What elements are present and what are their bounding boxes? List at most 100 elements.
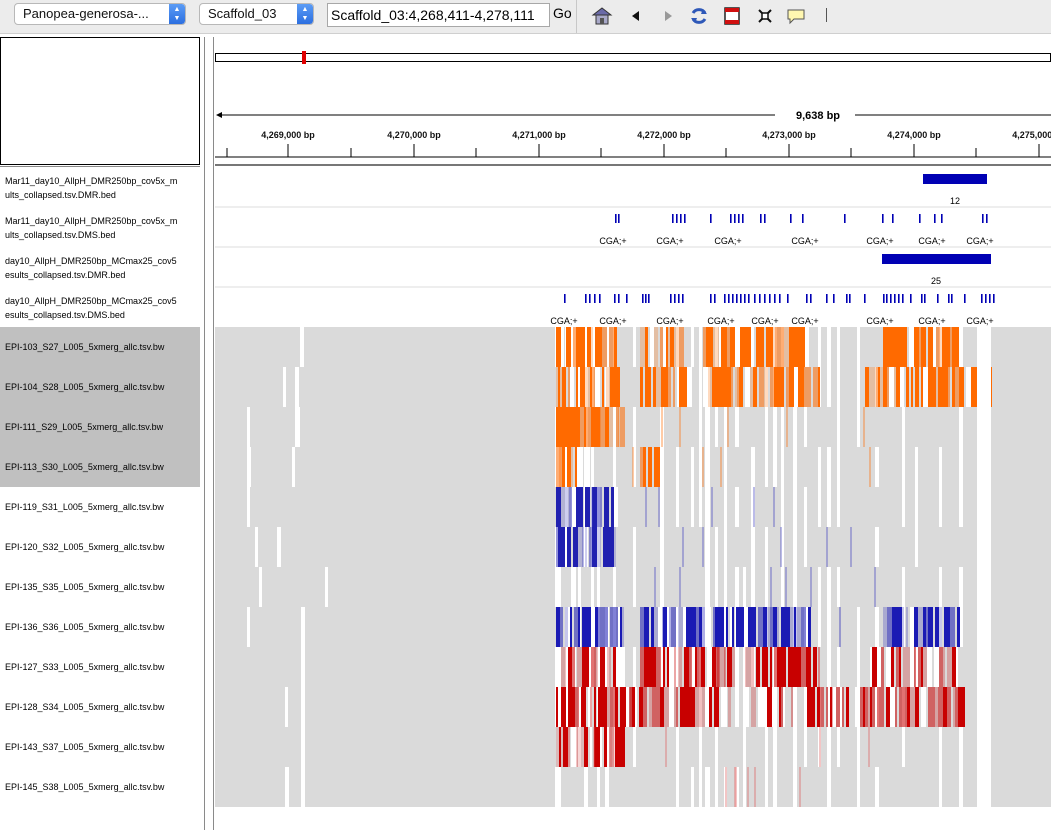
bed-track-name[interactable]: day10_AllpH_DMR250bp_MCmax25_cov5 esults_… bbox=[0, 247, 200, 287]
dms-feature[interactable] bbox=[774, 294, 776, 303]
dms-feature[interactable] bbox=[864, 294, 866, 303]
data-panel[interactable]: 12 CGA;+ CGA;+ CGA;+ CGA;+ CGA;+ CGA;+ CGA;+ 25 C… bbox=[215, 167, 1051, 830]
dms-feature[interactable] bbox=[833, 294, 835, 303]
dms-feature[interactable] bbox=[748, 294, 750, 303]
dms-feature[interactable] bbox=[937, 294, 939, 303]
bigwig-track-name[interactable]: EPI-136_S36_L005_5xmerg_allc.tsv.bw bbox=[5, 622, 165, 632]
dms-feature[interactable] bbox=[846, 294, 848, 303]
dms-feature[interactable] bbox=[764, 294, 766, 303]
dms-feature[interactable] bbox=[564, 294, 566, 303]
bigwig-track-name[interactable]: EPI-143_S37_L005_5xmerg_allc.tsv.bw bbox=[5, 742, 165, 752]
bigwig-track-row[interactable] bbox=[215, 487, 1051, 527]
dms-feature[interactable] bbox=[710, 214, 712, 223]
dms-feature[interactable] bbox=[806, 294, 808, 303]
dms-feature[interactable] bbox=[892, 214, 894, 223]
dms-feature[interactable] bbox=[678, 294, 680, 303]
dms-feature[interactable] bbox=[982, 214, 984, 223]
dms-feature[interactable] bbox=[910, 294, 912, 303]
dms-feature[interactable] bbox=[710, 294, 712, 303]
dms-feature[interactable] bbox=[883, 294, 885, 303]
dms-feature[interactable] bbox=[769, 294, 771, 303]
dms-feature[interactable] bbox=[941, 214, 943, 223]
back-icon[interactable] bbox=[625, 5, 647, 27]
bigwig-track-name[interactable]: EPI-119_S31_L005_5xmerg_allc.tsv.bw bbox=[5, 502, 164, 512]
dms-feature[interactable] bbox=[810, 294, 812, 303]
dms-feature[interactable] bbox=[589, 294, 591, 303]
dms-feature[interactable] bbox=[826, 294, 828, 303]
dms-feature[interactable] bbox=[645, 294, 647, 303]
dms-feature[interactable] bbox=[849, 294, 851, 303]
dms-feature[interactable] bbox=[764, 214, 766, 223]
dms-feature[interactable] bbox=[615, 214, 617, 223]
dms-feature[interactable] bbox=[648, 294, 650, 303]
bigwig-track-name[interactable]: EPI-103_S27_L005_5xmerg_allc.tsv.bw bbox=[0, 327, 200, 367]
dmr-feature[interactable] bbox=[923, 174, 987, 184]
bed-track-name[interactable]: day10_AllpH_DMR250bp_MCmax25_cov5 esults_… bbox=[0, 287, 200, 327]
dms-feature[interactable] bbox=[919, 214, 921, 223]
dms-feature[interactable] bbox=[734, 214, 736, 223]
dms-feature[interactable] bbox=[736, 294, 738, 303]
dms-feature[interactable] bbox=[676, 214, 678, 223]
dms-feature[interactable] bbox=[981, 294, 983, 303]
roi-icon[interactable] bbox=[721, 5, 743, 27]
dms-feature[interactable] bbox=[890, 294, 892, 303]
dms-feature[interactable] bbox=[724, 294, 726, 303]
bigwig-track-name[interactable]: EPI-111_S29_L005_5xmerg_allc.tsv.bw bbox=[0, 407, 200, 447]
locus-search-input[interactable] bbox=[327, 3, 550, 27]
dms-feature[interactable] bbox=[714, 294, 716, 303]
dms-feature[interactable] bbox=[740, 294, 742, 303]
panel-divider[interactable] bbox=[204, 37, 205, 830]
genome-dropdown[interactable]: Panopea-generosa-... ▲ ▼ bbox=[14, 3, 186, 25]
bigwig-track-name[interactable]: EPI-120_S32_L005_5xmerg_allc.tsv.bw bbox=[5, 542, 165, 552]
dms-feature[interactable] bbox=[732, 294, 734, 303]
ruler[interactable]: 4,269,000 bp 4,270,000 bp 4,271,000 bp 4,27… bbox=[215, 100, 1051, 164]
dms-feature[interactable] bbox=[599, 294, 601, 303]
dms-feature[interactable] bbox=[585, 294, 587, 303]
dms-feature[interactable] bbox=[802, 214, 804, 223]
dms-feature[interactable] bbox=[730, 214, 732, 223]
dms-feature[interactable] bbox=[594, 294, 596, 303]
dms-feature[interactable] bbox=[754, 294, 756, 303]
dmr-feature[interactable] bbox=[882, 254, 991, 264]
bigwig-track-row[interactable] bbox=[215, 767, 1051, 807]
chromosome-dropdown[interactable]: Scaffold_03 ▲ ▼ bbox=[199, 3, 314, 25]
dms-feature[interactable] bbox=[986, 214, 988, 223]
dms-feature[interactable] bbox=[759, 294, 761, 303]
bigwig-track-name[interactable]: EPI-128_S34_L005_5xmerg_allc.tsv.bw bbox=[5, 702, 165, 712]
popup-text-icon[interactable] bbox=[785, 5, 807, 27]
dms-feature[interactable] bbox=[790, 214, 792, 223]
dms-feature[interactable] bbox=[924, 294, 926, 303]
dms-feature[interactable] bbox=[902, 294, 904, 303]
resize-icon[interactable] bbox=[754, 5, 776, 27]
dms-feature[interactable] bbox=[898, 294, 900, 303]
dms-feature[interactable] bbox=[934, 214, 936, 223]
dms-feature[interactable] bbox=[964, 294, 966, 303]
dms-feature[interactable] bbox=[760, 214, 762, 223]
forward-icon[interactable] bbox=[657, 5, 679, 27]
dms-feature[interactable] bbox=[779, 294, 781, 303]
dms-feature[interactable] bbox=[744, 294, 746, 303]
dms-feature[interactable] bbox=[618, 294, 620, 303]
bed-track-name[interactable]: Mar11_day10_AllpH_DMR250bp_cov5x_m ults_c… bbox=[0, 207, 200, 247]
dms-feature[interactable] bbox=[642, 294, 644, 303]
dms-feature[interactable] bbox=[787, 294, 789, 303]
bigwig-track-name[interactable]: EPI-145_S38_L005_5xmerg_allc.tsv.bw bbox=[5, 782, 165, 792]
dms-feature[interactable] bbox=[614, 294, 616, 303]
dms-feature[interactable] bbox=[985, 294, 987, 303]
dms-feature[interactable] bbox=[672, 214, 674, 223]
dms-feature[interactable] bbox=[680, 214, 682, 223]
bigwig-track-name[interactable]: EPI-127_S33_L005_5xmerg_allc.tsv.bw bbox=[5, 662, 165, 672]
dms-feature[interactable] bbox=[626, 294, 628, 303]
home-icon[interactable] bbox=[591, 5, 613, 27]
dms-feature[interactable] bbox=[738, 214, 740, 223]
dms-feature[interactable] bbox=[674, 294, 676, 303]
bed-track-name[interactable]: Mar11_day10_AllpH_DMR250bp_cov5x_m ults_c… bbox=[0, 167, 200, 207]
dms-feature[interactable] bbox=[894, 294, 896, 303]
dms-feature[interactable] bbox=[670, 294, 672, 303]
panel-divider[interactable] bbox=[213, 37, 214, 830]
dms-feature[interactable] bbox=[742, 214, 744, 223]
bigwig-track-name[interactable]: EPI-113_S30_L005_5xmerg_allc.tsv.bw bbox=[0, 447, 200, 487]
dms-feature[interactable] bbox=[844, 214, 846, 223]
bigwig-track-name[interactable]: EPI-135_S35_L005_5xmerg_allc.tsv.bw bbox=[5, 582, 165, 592]
go-button[interactable]: Go bbox=[553, 5, 572, 21]
